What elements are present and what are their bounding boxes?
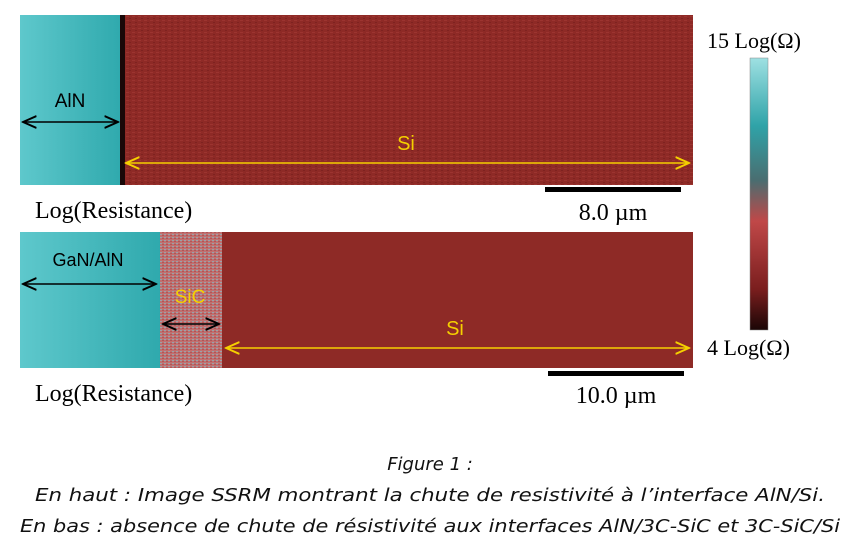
panel-caption: Log(Resistance)	[35, 198, 192, 224]
label: SiC	[175, 287, 206, 308]
scale-label: 8.0 µm	[579, 200, 648, 226]
scale-bar	[545, 187, 681, 192]
colorbar: 15 Log(Ω) 4 Log(Ω)	[707, 28, 801, 360]
colorbar-min: 4 Log(Ω)	[707, 335, 790, 360]
caption-title: Figure 1 :	[387, 454, 473, 475]
si-region	[122, 15, 693, 185]
label: AlN	[55, 91, 86, 112]
label: Si	[446, 318, 464, 340]
interface	[120, 15, 125, 185]
colorbar-max: 15 Log(Ω)	[707, 28, 801, 53]
aln-region	[20, 15, 122, 185]
scale-label: 10.0 µm	[576, 383, 657, 409]
colorbar-gradient	[749, 57, 769, 331]
panel-caption: Log(Resistance)	[35, 381, 192, 407]
caption-line: En bas : absence de chute de résistivité…	[20, 516, 840, 537]
label: GaN/AlN	[52, 250, 123, 270]
sic-region	[160, 232, 222, 368]
caption-line: En haut : Image SSRM montrant la chute d…	[35, 485, 825, 506]
scale-bar	[548, 371, 684, 376]
bottom-panel: GaN/AlN SiC Si Log(Resistance) 10.0 µm	[20, 232, 693, 409]
top-panel: AlN Si Log(Resistance) 8.0 µm	[20, 15, 693, 226]
gan-region	[20, 232, 160, 368]
label: Si	[397, 133, 415, 155]
